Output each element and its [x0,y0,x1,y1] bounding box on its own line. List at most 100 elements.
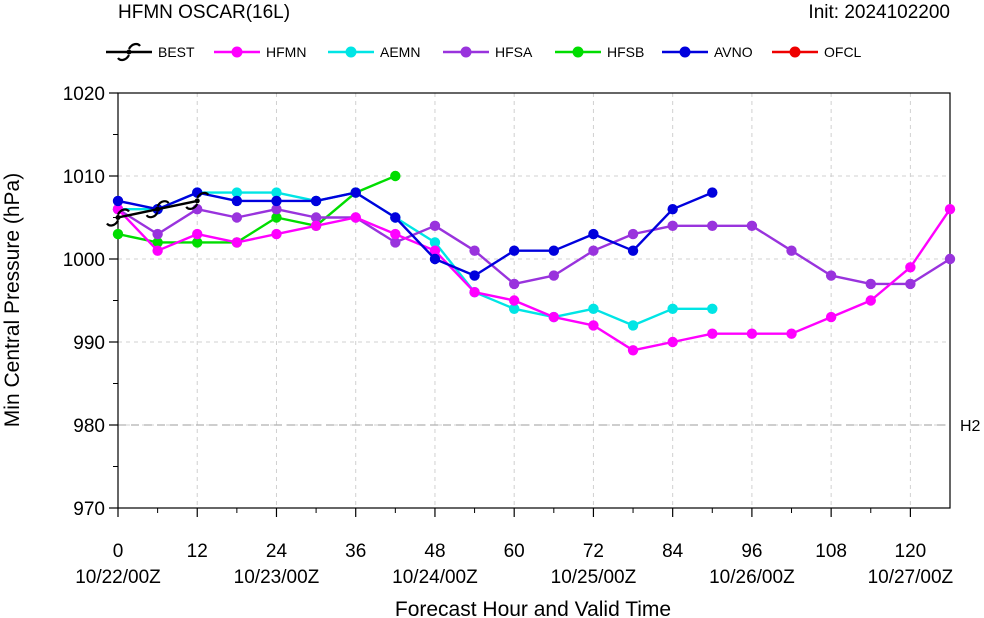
data-point-avno [231,195,243,207]
data-point-hfmn [152,245,163,256]
legend-label: AVNO [714,44,753,60]
data-point-aemn [707,303,718,314]
data-point-hfsa [548,270,560,281]
data-point-hfmn [231,237,243,248]
data-point-hfsa [588,245,599,256]
legend-label: OFCL [824,44,862,60]
data-point-hfsb [271,212,282,223]
x-date-label: 10/24/00Z [392,567,478,588]
data-point-aemn [627,320,639,331]
x-date-label: 10/27/00Z [868,567,954,588]
data-point-best [145,200,170,219]
y-tick-label: 980 [73,416,105,437]
x-tick-label: 60 [504,541,525,562]
data-point-hfsa [231,212,243,223]
data-point-hfsa [390,237,401,248]
legend-item-hfsb: HFSB [555,44,644,60]
series-hfmn [112,204,956,356]
x-date-label: 10/26/00Z [709,567,795,588]
legend: BEST HFMN AEMN HFSA HFSB AVNO OFCL [106,42,862,62]
data-point-hfsb [192,237,203,248]
legend-item-ofcl: OFCL [772,44,862,60]
data-point-hfmn [350,212,361,223]
data-point-best [185,191,210,210]
data-point-hfmn [865,295,876,306]
legend-marker [789,46,801,58]
y-tick-label: 1000 [63,250,105,271]
data-point-avno [627,245,639,256]
x-tick-label: 84 [662,541,684,562]
data-point-avno [548,245,560,256]
data-point-hfsa [508,278,520,290]
data-point-hfmn [825,311,837,323]
x-date-label: 10/25/00Z [551,567,637,588]
data-point-hfsb [152,237,163,248]
data-point-hfsa [825,270,837,281]
data-point-hfsa [746,220,758,231]
legend-label: HFSB [607,44,644,60]
series-line-hfmn [117,208,951,352]
data-point-hfmn [707,328,718,339]
legend-label: HFSA [495,44,533,60]
data-point-avno [350,187,361,198]
data-point-aemn [508,303,520,314]
x-tick-label: 0 [113,541,124,562]
data-point-best [106,208,130,227]
series-avno [112,187,718,281]
legend-item-avno: AVNO [662,44,753,60]
init-label: Init: 2024102200 [808,2,950,23]
legend-marker [572,46,584,58]
reference-line-label: H2 [960,418,981,435]
series-line-aemn [118,191,713,327]
data-point-hfsa [865,278,876,290]
legend-marker [679,46,691,58]
hurricane-icon [117,42,141,62]
data-point-aemn [429,237,441,248]
reference-line-group: H2 [118,418,981,435]
data-point-hfmn [667,336,678,348]
legend-marker [231,46,243,58]
series-line-hfsa [117,207,951,286]
data-point-avno [707,187,718,198]
data-point-avno [667,204,678,215]
series-group [106,170,956,356]
data-point-hfsb [390,170,401,182]
y-tick-label: 970 [73,499,105,520]
series-line-avno [117,191,713,277]
data-point-hfmn [944,204,956,215]
data-point-hfmn [508,295,520,306]
x-date-label: 10/23/00Z [234,567,320,588]
data-point-hfmn [588,320,599,331]
data-point-hfmn [469,287,480,298]
data-point-hfsa [707,220,718,231]
data-point-aemn [588,303,599,314]
data-point-avno [390,212,401,223]
data-point-avno [469,270,480,281]
data-point-avno [429,253,441,265]
data-point-hfsa [429,220,441,231]
data-point-hfmn [786,328,797,339]
x-date-label: 10/22/00Z [75,567,161,588]
data-point-hfmn [746,328,758,339]
grid [118,93,950,508]
y-tick-label: 1020 [63,84,105,105]
data-point-hfmn [390,228,401,240]
data-point-hfmn [548,311,560,323]
x-axis-label: Forecast Hour and Valid Time [395,598,671,618]
x-tick-label: 48 [424,541,445,562]
data-point-avno [112,195,124,207]
x-tick-label: 72 [583,541,604,562]
legend-marker [460,46,472,58]
plot-frame [117,92,951,509]
x-tick-label: 36 [345,541,366,562]
x-tick-label: 24 [266,541,288,562]
data-point-hfsa [310,212,322,223]
data-point-hfsa [905,278,916,290]
data-point-hfsb [112,228,124,240]
data-point-aemn [231,187,243,198]
series-line-hfsb [117,174,396,244]
y-tick-label: 990 [73,333,105,354]
data-point-hfsa [469,245,480,256]
x-tick-label: 12 [187,541,208,562]
